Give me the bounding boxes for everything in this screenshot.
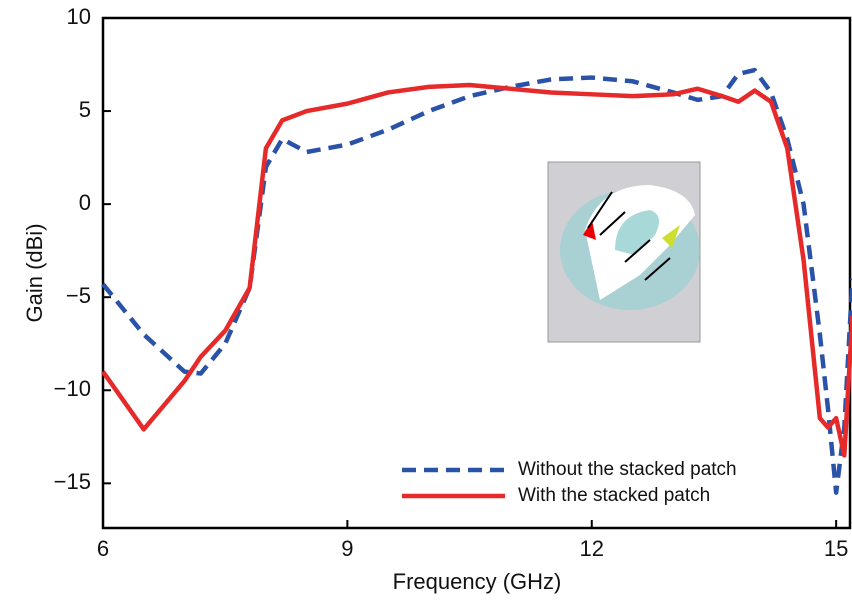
x-axis-label: Frequency (GHz) [393,569,562,594]
data-line [101,82,852,458]
y-tick-label: −10 [54,376,91,401]
data-line [101,67,852,495]
y-tick-label: −15 [54,469,91,494]
x-tick-label: 6 [97,536,109,561]
y-tick-label: −5 [66,283,91,308]
x-tick-label: 15 [824,536,848,561]
inset-image [547,161,701,343]
legend-label: With the stacked patch [518,485,710,506]
x-tick-label: 12 [580,536,604,561]
plot-frame [101,16,852,530]
legend-label: Without the stacked patch [518,459,737,480]
y-tick-label: 0 [79,190,91,215]
y-tick-label: 10 [67,4,91,29]
y-tick-label: 5 [79,97,91,122]
y-axis-label: Gain (dBi) [22,223,47,322]
x-tick-label: 9 [341,536,353,561]
